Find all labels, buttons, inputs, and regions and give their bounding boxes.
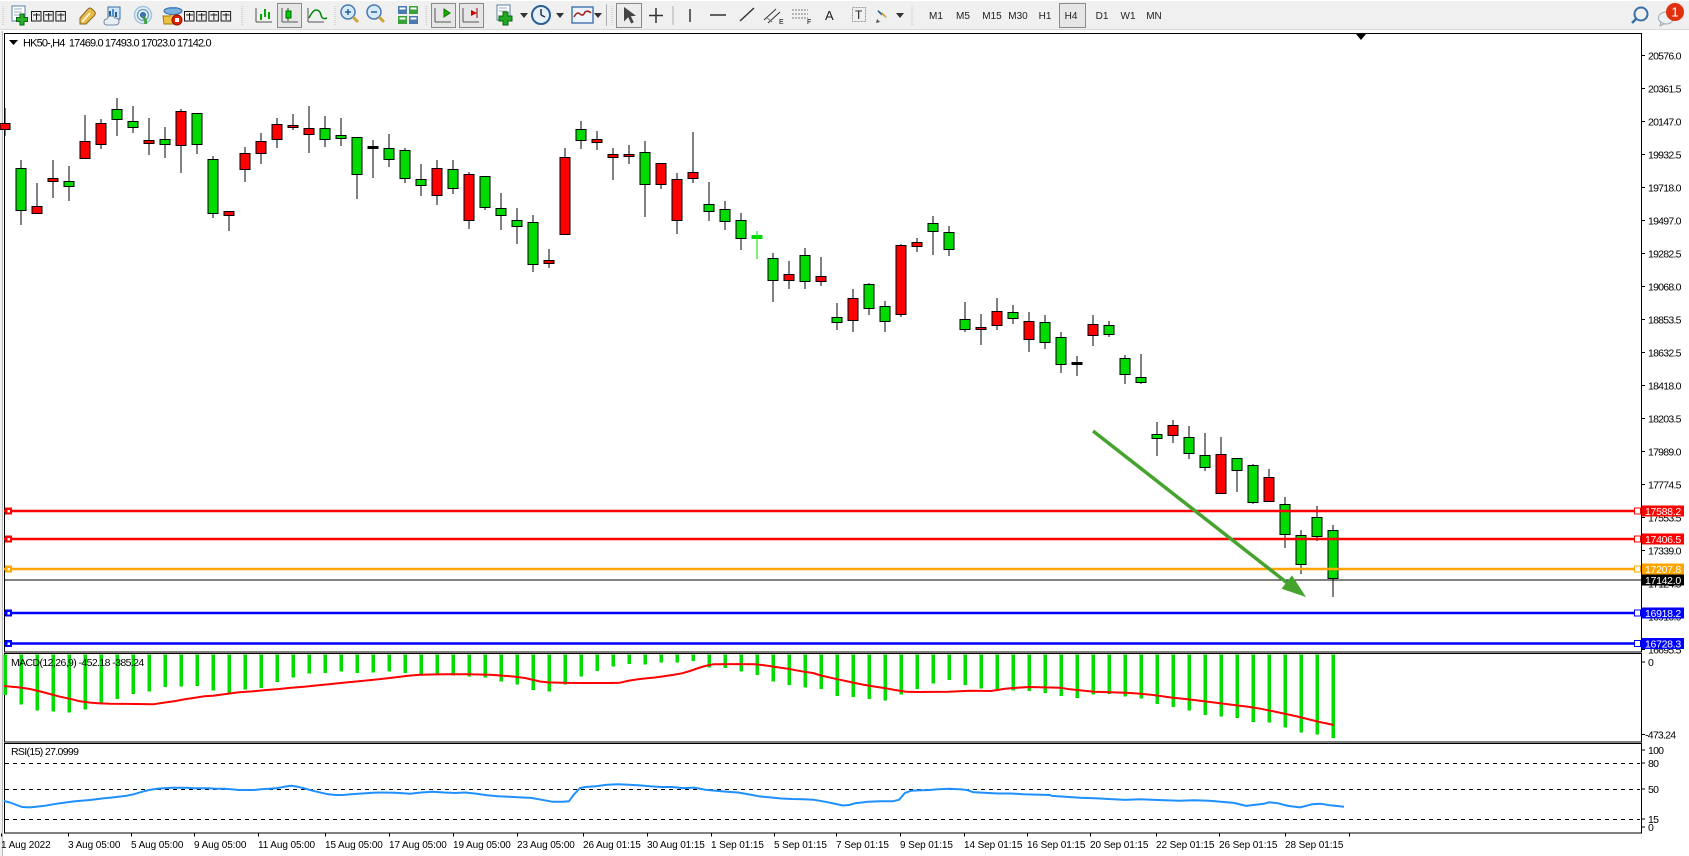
- svg-text:0: 0: [1648, 657, 1654, 669]
- svg-text:MN: MN: [1146, 11, 1162, 22]
- svg-text:9 Sep 01:15: 9 Sep 01:15: [900, 840, 953, 851]
- svg-text:15: 15: [1648, 814, 1659, 826]
- svg-text:16918.2: 16918.2: [1645, 608, 1681, 620]
- svg-text:26 Aug 01:15: 26 Aug 01:15: [583, 840, 641, 851]
- svg-text:17142.0: 17142.0: [1645, 575, 1681, 587]
- svg-text:28 Sep 01:15: 28 Sep 01:15: [1285, 840, 1344, 851]
- svg-text:-473.24: -473.24: [1645, 730, 1676, 742]
- svg-text:18418.0: 18418.0: [1648, 381, 1682, 393]
- svg-text:18853.5: 18853.5: [1648, 315, 1682, 327]
- svg-text:M5: M5: [956, 11, 970, 22]
- svg-text:1 Sep 01:15: 1 Sep 01:15: [711, 840, 764, 851]
- svg-text:17207.8: 17207.8: [1645, 564, 1681, 576]
- svg-text:MACD(12,26,9) -452.18 -385.24: MACD(12,26,9) -452.18 -385.24: [11, 657, 144, 669]
- svg-text:T: T: [855, 8, 863, 22]
- svg-text:16 Sep 01:15: 16 Sep 01:15: [1027, 840, 1086, 851]
- svg-text:3 Aug 05:00: 3 Aug 05:00: [68, 840, 121, 851]
- svg-text:19068.0: 19068.0: [1648, 282, 1682, 294]
- svg-text:D1: D1: [1096, 11, 1109, 22]
- svg-text:20147.0: 20147.0: [1648, 117, 1682, 129]
- svg-text:19497.0: 19497.0: [1648, 216, 1682, 228]
- svg-text:18203.5: 18203.5: [1648, 414, 1682, 426]
- svg-text:14 Sep 01:15: 14 Sep 01:15: [964, 840, 1023, 851]
- svg-text:19932.5: 19932.5: [1648, 150, 1682, 162]
- svg-text:26 Sep 01:15: 26 Sep 01:15: [1219, 840, 1278, 851]
- svg-text:18632.5: 18632.5: [1648, 348, 1682, 360]
- svg-text:50: 50: [1648, 784, 1659, 796]
- svg-text:RSI(15) 27.0999: RSI(15) 27.0999: [11, 746, 79, 758]
- svg-text:17774.5: 17774.5: [1648, 480, 1682, 492]
- svg-text:5 Aug 05:00: 5 Aug 05:00: [131, 840, 184, 851]
- svg-text:H4: H4: [1065, 11, 1078, 22]
- svg-text:0: 0: [1648, 822, 1654, 834]
- svg-text:20361.5: 20361.5: [1648, 84, 1682, 96]
- svg-text:15 Aug 05:00: 15 Aug 05:00: [325, 840, 383, 851]
- svg-text:22 Sep 01:15: 22 Sep 01:15: [1156, 840, 1215, 851]
- svg-text:30 Aug 01:15: 30 Aug 01:15: [647, 840, 705, 851]
- svg-text:M1: M1: [929, 11, 943, 22]
- svg-text:20 Sep 01:15: 20 Sep 01:15: [1090, 840, 1149, 851]
- svg-text:7 Sep 01:15: 7 Sep 01:15: [836, 840, 889, 851]
- svg-text:9 Aug 05:00: 9 Aug 05:00: [194, 840, 247, 851]
- svg-text:W1: W1: [1121, 11, 1136, 22]
- svg-text:11 Aug 05:00: 11 Aug 05:00: [258, 840, 316, 851]
- svg-text:M30: M30: [1008, 11, 1028, 22]
- svg-text:1: 1: [1671, 5, 1678, 20]
- svg-text:HK50-,H4 17469.0 17493.0 1702: HK50-,H4 17469.0 17493.0 17023.0 17142.0: [23, 38, 212, 50]
- svg-text:19282.5: 19282.5: [1648, 249, 1682, 261]
- svg-text:16728.3: 16728.3: [1645, 639, 1681, 651]
- svg-text:F: F: [807, 19, 811, 26]
- svg-text:A: A: [825, 8, 834, 23]
- svg-text:17588.2: 17588.2: [1645, 506, 1681, 518]
- svg-text:80: 80: [1648, 758, 1659, 770]
- svg-text:17406.5: 17406.5: [1645, 534, 1681, 546]
- svg-text:1 Aug 2022: 1 Aug 2022: [1, 840, 51, 851]
- svg-text:M15: M15: [982, 11, 1002, 22]
- svg-text:100: 100: [1648, 745, 1664, 757]
- svg-text:17339.0: 17339.0: [1648, 546, 1682, 558]
- svg-text:19 Aug 05:00: 19 Aug 05:00: [453, 840, 511, 851]
- svg-text:E: E: [779, 19, 784, 26]
- svg-text:17 Aug 05:00: 17 Aug 05:00: [389, 840, 447, 851]
- svg-text:19718.0: 19718.0: [1648, 183, 1682, 195]
- svg-text:5 Sep 01:15: 5 Sep 01:15: [774, 840, 827, 851]
- svg-text:23 Aug 05:00: 23 Aug 05:00: [517, 840, 575, 851]
- svg-text:20576.0: 20576.0: [1648, 51, 1682, 63]
- svg-text:17989.0: 17989.0: [1648, 447, 1682, 459]
- svg-text:H1: H1: [1039, 11, 1052, 22]
